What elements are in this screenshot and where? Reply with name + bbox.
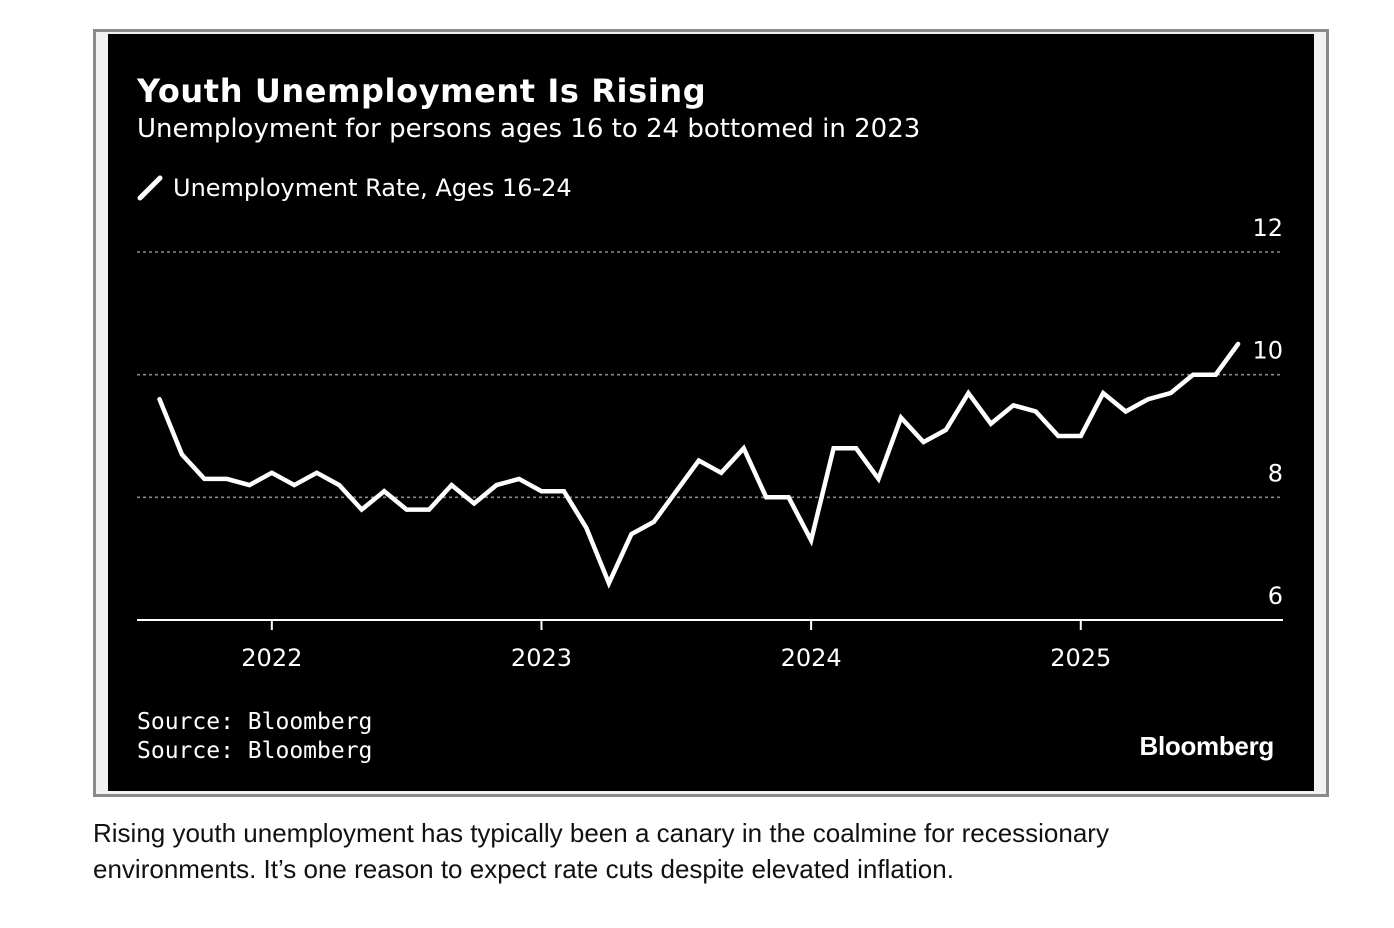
x-axis: 2022 2023 2024 2025 [137, 619, 1283, 672]
series-layer [157, 341, 1241, 589]
x-tick-label: 2023 [511, 644, 572, 672]
source-note: Source: Bloomberg Source: Bloomberg [137, 708, 372, 766]
chart-legend: Unemployment Rate, Ages 16-24 [137, 171, 572, 205]
x-tick-label: 2022 [241, 644, 302, 672]
figure-caption: Rising youth unemployment has typically … [93, 818, 1109, 884]
x-tick-label: 2024 [781, 644, 842, 672]
gridlines [137, 251, 1283, 499]
series-line [157, 341, 1241, 589]
bloomberg-logo: Bloomberg [1139, 731, 1274, 761]
y-tick-label: 8 [1268, 459, 1283, 487]
chart-subtitle: Unemployment for persons ages 16 to 24 b… [137, 114, 921, 144]
legend-label: Unemployment Rate, Ages 16-24 [173, 174, 572, 202]
x-tick-label: 2025 [1050, 644, 1111, 672]
y-tick-label: 6 [1268, 582, 1283, 610]
chart-title: Youth Unemployment Is Rising [137, 72, 707, 110]
pencil-line-icon [137, 175, 163, 201]
chart-panel [108, 34, 1314, 791]
y-axis-labels: 12 10 8 6 [1252, 214, 1283, 610]
source-line: Source: Bloomberg [137, 709, 373, 735]
y-tick-label: 10 [1252, 337, 1283, 365]
source-line: Source: Bloomberg [137, 738, 373, 764]
y-tick-label: 12 [1252, 214, 1283, 242]
